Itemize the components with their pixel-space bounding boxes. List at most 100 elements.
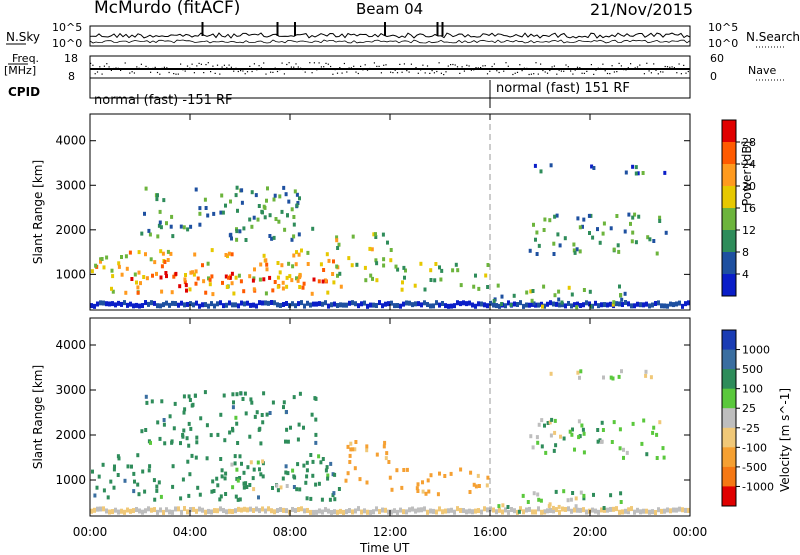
range-gate-cell <box>438 265 441 270</box>
range-gate-cell <box>492 299 496 303</box>
range-gate-cell <box>246 465 250 470</box>
range-gate-cell <box>234 302 237 308</box>
range-gate-cell <box>259 441 263 446</box>
range-gate-cell <box>535 230 539 235</box>
range-gate-cell <box>253 414 257 419</box>
range-gate-cell <box>651 302 654 308</box>
range-gate-cell <box>252 487 256 492</box>
range-gate-cell <box>401 280 404 285</box>
range-gate-cell <box>500 294 504 299</box>
range-gate-cell <box>163 441 167 446</box>
range-gate-cell <box>338 271 342 276</box>
range-gate-cell <box>276 261 280 265</box>
range-gate-cell <box>282 400 286 405</box>
range-gate-cell <box>480 509 483 515</box>
range-gate-cell <box>252 467 256 472</box>
range-gate-cell <box>681 303 684 309</box>
range-gate-cell <box>400 287 404 292</box>
range-gate-cell <box>248 483 252 487</box>
range-gate-cell <box>108 509 111 515</box>
range-gate-cell <box>426 509 429 515</box>
range-gate-cell <box>416 482 420 487</box>
range-gate-cell <box>651 430 655 435</box>
range-gate-cell <box>477 301 480 307</box>
range-gate-cell <box>288 274 292 279</box>
range-gate-cell <box>663 303 666 309</box>
range-gate-cell <box>137 270 141 275</box>
range-gate-cell <box>111 274 115 279</box>
nave-point <box>680 73 682 75</box>
range-gate-cell <box>309 509 312 515</box>
range-gate-cell <box>465 301 468 307</box>
range-gate-cell <box>311 226 315 231</box>
range-gate-cell <box>155 271 158 276</box>
range-gate-cell <box>528 248 532 253</box>
range-gate-cell <box>602 221 606 226</box>
nave-point <box>316 69 318 71</box>
range-gate-cell <box>553 418 557 423</box>
range-gate-cell <box>215 476 219 481</box>
range-gate-cell <box>243 391 247 396</box>
nave-point <box>152 67 154 69</box>
range-gate-cell <box>285 484 289 488</box>
range-gate-cell <box>314 432 318 437</box>
nave-point <box>678 63 680 65</box>
range-gate-cell <box>153 497 157 502</box>
nave-point <box>604 70 606 72</box>
range-gate-cell <box>296 462 300 467</box>
range-gate-cell <box>609 506 612 512</box>
range-gate-cell <box>497 504 501 509</box>
nave-point <box>616 71 618 73</box>
nave-point <box>240 70 242 72</box>
noise-sky-label: N.Sky <box>6 30 41 44</box>
nave-point <box>636 66 639 68</box>
range-gate-cell <box>459 283 463 288</box>
range-gate-cell <box>169 224 173 229</box>
range-gate-cell <box>305 496 309 501</box>
x-tick-label: 20:00 <box>573 525 608 539</box>
range-gate-cell <box>364 278 368 283</box>
range-gate-cell <box>388 475 392 480</box>
range-gate-cell <box>181 433 185 437</box>
range-gate-cell <box>291 468 295 473</box>
nave-point <box>263 62 265 64</box>
range-gate-cell <box>543 423 546 428</box>
range-gate-cell <box>611 302 615 307</box>
range-gate-cell <box>314 417 318 422</box>
range-gate-cell <box>246 300 249 306</box>
nave-point <box>191 63 193 65</box>
range-gate-cell <box>276 488 280 493</box>
range-gate-cell <box>291 301 294 307</box>
range-gate-cell <box>390 300 393 306</box>
nave-point <box>108 66 110 68</box>
range-gate-cell <box>336 246 340 250</box>
range-gate-cell <box>570 508 573 514</box>
range-gate-cell <box>187 443 191 448</box>
nave-point <box>514 72 516 74</box>
range-gate-cell <box>314 482 318 487</box>
range-gate-cell <box>658 420 662 425</box>
range-gate-cell <box>228 508 231 514</box>
range-gate-cell <box>525 507 528 513</box>
range-gate-cell <box>242 289 246 294</box>
range-gate-cell <box>324 300 327 306</box>
nave-point <box>186 65 189 67</box>
beam-title: Beam 04 <box>356 0 424 18</box>
range-gate-cell <box>177 506 180 512</box>
range-gate-cell <box>221 280 224 285</box>
range-gate-cell <box>684 507 687 513</box>
nave-point <box>618 62 620 64</box>
range-gate-cell <box>248 217 252 222</box>
range-gate-cell <box>439 277 443 282</box>
nave-point <box>646 62 648 64</box>
range-gate-cell <box>504 507 507 513</box>
range-gate-cell <box>321 279 325 284</box>
nave-point <box>311 72 313 74</box>
nave-point <box>110 69 112 71</box>
range-gate-cell <box>472 284 476 289</box>
range-gate-cell <box>672 302 675 308</box>
nave-point <box>219 73 221 75</box>
range-gate-cell <box>245 485 249 489</box>
range-gate-cell <box>358 477 362 482</box>
range-gate-cell <box>651 509 654 515</box>
